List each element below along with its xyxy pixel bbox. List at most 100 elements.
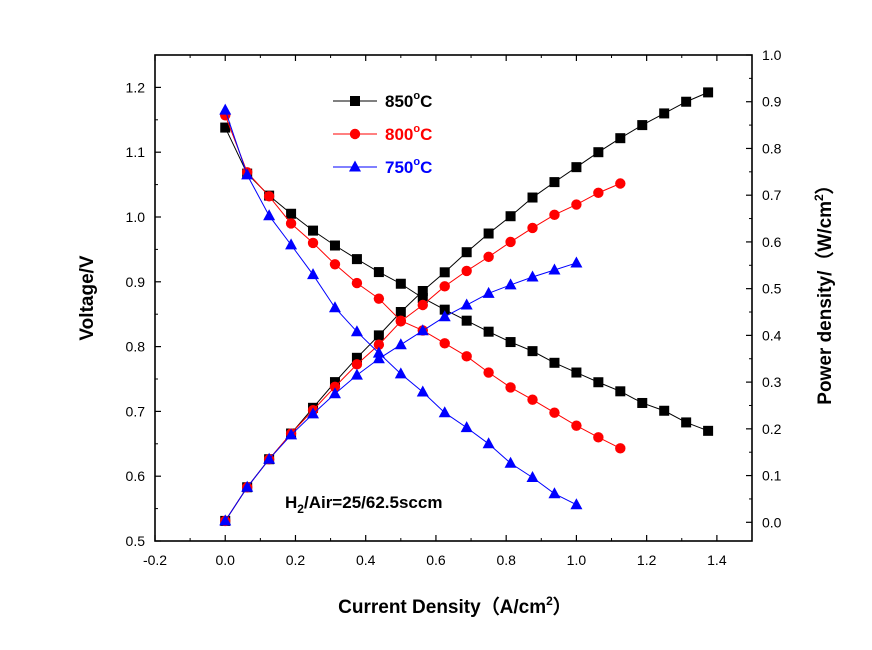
voltage-point bbox=[328, 301, 341, 313]
voltage-point bbox=[570, 498, 583, 510]
svg-text:750oC: 750oC bbox=[385, 156, 432, 177]
power-point bbox=[350, 368, 363, 380]
power-point bbox=[394, 338, 407, 350]
voltage-point bbox=[527, 394, 538, 405]
voltage-point bbox=[308, 225, 319, 236]
y-right-tick-label: 0.1 bbox=[762, 468, 782, 484]
plot-frame bbox=[154, 54, 753, 542]
power-point bbox=[504, 278, 517, 290]
power-point bbox=[593, 147, 604, 158]
power-point bbox=[483, 251, 494, 263]
power-point bbox=[615, 133, 626, 144]
voltage-point bbox=[286, 208, 297, 219]
power-point bbox=[328, 387, 341, 399]
y-left-tick-label: 0.7 bbox=[126, 403, 146, 419]
power-point bbox=[593, 187, 604, 199]
y-left-axis-title: Voltage/V bbox=[77, 255, 98, 340]
y-left-tick-label: 0.8 bbox=[126, 339, 146, 355]
power-point bbox=[461, 265, 472, 277]
voltage-point bbox=[659, 405, 670, 416]
y-right-tick-label: 0.7 bbox=[762, 187, 782, 203]
power-point bbox=[373, 339, 385, 350]
voltage-point bbox=[263, 191, 275, 202]
power-point bbox=[219, 514, 232, 526]
voltage-point bbox=[350, 325, 363, 337]
x-tick-label: 1.2 bbox=[637, 552, 657, 568]
voltage-point bbox=[548, 487, 561, 499]
power-point bbox=[439, 281, 450, 292]
y-left-tick-label: 0.9 bbox=[126, 274, 146, 290]
series-750 bbox=[219, 103, 583, 526]
power-point bbox=[461, 247, 472, 258]
power-point bbox=[681, 96, 692, 107]
y-right-tick-label: 0.5 bbox=[762, 281, 782, 297]
series-layer bbox=[219, 87, 714, 527]
voltage-point bbox=[373, 267, 384, 278]
power-point bbox=[307, 407, 320, 419]
power-point bbox=[329, 381, 341, 392]
power-point bbox=[482, 286, 495, 298]
legend-item-800: 800oC bbox=[333, 123, 432, 144]
power-point bbox=[351, 359, 363, 370]
y-right-tick-label: 0.8 bbox=[762, 140, 782, 156]
voltage-point bbox=[307, 268, 320, 280]
voltage-point bbox=[395, 278, 406, 289]
x-tick-label: 0.0 bbox=[216, 552, 236, 568]
power-point bbox=[417, 299, 428, 311]
power-point bbox=[637, 120, 648, 131]
power-point bbox=[460, 298, 473, 310]
voltage-point bbox=[527, 346, 538, 357]
power-point bbox=[263, 452, 276, 464]
voltage-point bbox=[615, 386, 626, 397]
power-line-800 bbox=[224, 183, 621, 522]
voltage-point bbox=[351, 277, 363, 289]
y-left-tick-label: 1.0 bbox=[126, 209, 146, 225]
voltage-point bbox=[285, 218, 297, 229]
y-right-tick-label: 0.0 bbox=[762, 514, 782, 530]
power-point bbox=[549, 209, 560, 221]
power-point bbox=[417, 285, 428, 296]
power-line-750 bbox=[224, 262, 577, 522]
voltage-point bbox=[593, 377, 604, 388]
power-point bbox=[395, 307, 406, 318]
y-left-axis: 0.5 0.6 0.7 0.8 0.9 1.0 1.1 1.2 bbox=[126, 54, 161, 549]
voltage-point bbox=[505, 337, 516, 348]
power-point bbox=[372, 352, 385, 364]
y-right-tick-label: 1.0 bbox=[762, 47, 782, 63]
svg-text:800oC: 800oC bbox=[385, 123, 432, 144]
voltage-point bbox=[461, 351, 472, 362]
power-point bbox=[659, 108, 670, 119]
power-point bbox=[285, 428, 298, 440]
voltage-point bbox=[505, 382, 516, 393]
power-point bbox=[241, 480, 254, 492]
y-right-tick-label: 0.6 bbox=[762, 234, 782, 250]
voltage-point bbox=[351, 254, 362, 265]
power-point bbox=[527, 192, 538, 203]
x-tick-label: 1.4 bbox=[707, 552, 727, 568]
power-point bbox=[571, 162, 582, 173]
y-right-tick-label: 0.9 bbox=[762, 94, 782, 110]
voltage-point bbox=[285, 238, 298, 250]
voltage-point bbox=[482, 437, 495, 449]
x-tick-label: 1.0 bbox=[567, 552, 587, 568]
y-right-tick-label: 0.3 bbox=[762, 374, 782, 390]
voltage-point bbox=[263, 209, 276, 221]
power-point bbox=[548, 263, 561, 275]
power-point bbox=[505, 236, 516, 248]
svg-text:850oC: 850oC bbox=[385, 90, 432, 111]
voltage-point bbox=[241, 168, 254, 180]
voltage-point bbox=[615, 443, 626, 454]
x-tick-label: 0.6 bbox=[426, 552, 446, 568]
voltage-point bbox=[438, 406, 451, 418]
voltage-point bbox=[417, 293, 428, 303]
legend: 850oC 800oC 750oC bbox=[333, 90, 432, 177]
voltage-point bbox=[219, 103, 232, 115]
y-left-tick-label: 0.5 bbox=[126, 533, 146, 549]
power-point bbox=[571, 199, 582, 210]
voltage-point bbox=[329, 259, 341, 270]
voltage-point bbox=[439, 338, 450, 349]
voltage-point bbox=[439, 304, 450, 315]
x-axis: -0.2 0.0 0.2 0.4 0.6 0.8 1.0 1.2 1.4 bbox=[143, 55, 727, 568]
voltage-point bbox=[504, 456, 517, 468]
